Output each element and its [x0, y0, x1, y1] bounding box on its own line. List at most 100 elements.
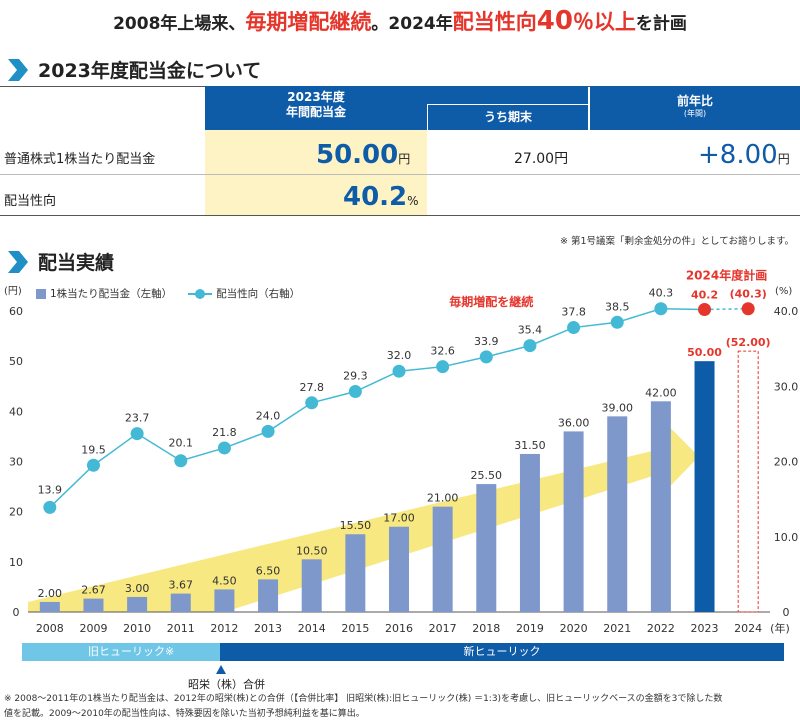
- headline-emphasis: 40: [536, 6, 573, 36]
- y-left-unit: (円): [4, 286, 22, 297]
- y-left-tick-label: 60: [9, 305, 23, 318]
- x-tick-label: 2013: [254, 622, 282, 635]
- x-tick-label: 2015: [341, 622, 369, 635]
- y-right-tick-label: 20.0: [774, 456, 799, 469]
- x-tick-label: 2024: [734, 622, 762, 635]
- payout-value-label: 40.3: [649, 287, 674, 300]
- payout-point: [174, 454, 188, 468]
- highlight-cell: [205, 130, 427, 216]
- table-header-annual-label: 2023年度 年間配当金: [205, 90, 427, 120]
- header-line: 2023年度: [287, 90, 345, 104]
- bar-value-label: 4.50: [212, 574, 237, 587]
- x-tick-label: 2012: [210, 622, 238, 635]
- y-left-tick-label: 40: [9, 405, 23, 418]
- unit: 円: [398, 152, 411, 166]
- payout-point: [610, 315, 624, 329]
- x-tick-label: 2009: [79, 622, 107, 635]
- final-dividend-value: 27.00円: [514, 151, 569, 167]
- bar: [432, 506, 453, 612]
- y-right-tick-label: 30.0: [774, 380, 799, 393]
- chart-legend: 1株当たり配当金（左軸） 配当性向（右軸）: [36, 286, 300, 301]
- headline-emphasis: 配当性向: [452, 10, 537, 34]
- section-title-dividend-history: 配当実績: [8, 248, 114, 275]
- plan-annotation: 2024年度計画: [686, 267, 767, 282]
- y-right-tick-label: 40.0: [774, 305, 799, 318]
- bar: [258, 579, 279, 612]
- row-label-payout: 配当性向: [4, 194, 57, 209]
- table-note: ※ 第1号議案「剰余金処分の件」としてお諮りします。: [559, 236, 794, 247]
- payout-value-label: 33.9: [474, 335, 499, 348]
- x-tick-label: 2021: [603, 622, 631, 635]
- bar-value-label: 31.50: [514, 439, 546, 452]
- legend-line-swatch: [188, 288, 213, 299]
- payout-point: [305, 396, 319, 410]
- x-axis-unit: (年): [770, 621, 790, 635]
- payout-line-plan: [704, 307, 749, 311]
- table-header-final: うち期末: [428, 108, 588, 125]
- value: 40.2: [343, 182, 408, 212]
- payout-point: [217, 441, 231, 455]
- bar-value-label: 3.67: [169, 579, 194, 592]
- payout-value-label: 40.2: [691, 288, 718, 301]
- merger-label: 昭栄（株）合併: [188, 678, 265, 691]
- bar-value-label: (52.00): [726, 336, 771, 349]
- payout-point: [392, 364, 406, 378]
- bar-value-label: 17.00: [383, 512, 415, 525]
- bar: [301, 559, 322, 612]
- bar-value-label: 39.00: [601, 401, 633, 414]
- bar: [83, 598, 104, 612]
- x-tick-label: 2018: [472, 622, 500, 635]
- bar: [170, 593, 191, 612]
- payout-value-label: 37.8: [561, 306, 586, 319]
- x-tick-label: 2020: [560, 622, 588, 635]
- bar: [389, 526, 409, 612]
- payout-point: [654, 302, 668, 316]
- unit: %: [407, 194, 419, 208]
- section-title-text: 2023年度配当金について: [38, 60, 262, 82]
- payout-value-label: 24.0: [256, 409, 281, 422]
- bar: [607, 416, 628, 612]
- bar: [563, 431, 584, 612]
- footnote-line: ※ 2008～2011年の1株当たり配当金は、2012年の昭栄(株)との合併（【…: [4, 694, 723, 704]
- payout-value-label: 38.5: [605, 300, 630, 313]
- payout-value-label: 27.8: [299, 381, 324, 394]
- bar-value-label: 36.00: [558, 416, 590, 429]
- x-tick-label: 2019: [516, 622, 544, 635]
- bar: [650, 401, 671, 612]
- payout-value-label: 23.7: [125, 412, 150, 425]
- payout-value-label: (40.3): [730, 288, 767, 301]
- arrow-annotation: 毎期増配を継続: [449, 294, 533, 309]
- y-left-tick-label: 20: [9, 506, 23, 519]
- payout-point: [130, 427, 144, 441]
- bar-value-label: 21.00: [427, 492, 459, 505]
- value: +8.00: [698, 140, 778, 170]
- bar-value-label: 3.00: [125, 582, 150, 595]
- y-right-unit: (%): [775, 286, 792, 297]
- payout-point: [698, 302, 712, 316]
- bar-value-label: 2.00: [38, 587, 63, 600]
- payout-point: [43, 500, 57, 514]
- y-left-tick-label: 50: [9, 355, 23, 368]
- bar: [519, 453, 540, 612]
- section-title-text: 配当実績: [38, 252, 115, 274]
- x-tick-label: 2017: [429, 622, 457, 635]
- unit: 円: [777, 152, 790, 166]
- payout-point: [86, 458, 100, 472]
- y-left-tick-label: 30: [9, 456, 23, 469]
- yoy-value: +8.00円: [698, 140, 790, 170]
- bar: [476, 484, 497, 612]
- annual-dividend-value: 50.00円: [316, 140, 410, 170]
- bar-value-label: 6.50: [256, 564, 281, 577]
- x-tick-label: 2011: [167, 622, 195, 635]
- payout-line-segment: [660, 307, 705, 311]
- bar-value-label: 2.67: [81, 584, 106, 597]
- y-right-tick-label: 10.0: [774, 531, 799, 544]
- bar: [694, 361, 715, 612]
- bar-value-label: 50.00: [687, 346, 722, 359]
- dividend-chart: 毎期増配を継続 0 10 20 30 40 50 60 (円) 0 10.0 20.0 30.0 40.0…: [4, 267, 799, 635]
- payout-point: [567, 321, 581, 335]
- bar-value-label: 42.00: [645, 386, 677, 399]
- payout-point: [741, 302, 755, 316]
- payout-value-label: 32.6: [430, 345, 455, 358]
- payout-point: [479, 350, 493, 364]
